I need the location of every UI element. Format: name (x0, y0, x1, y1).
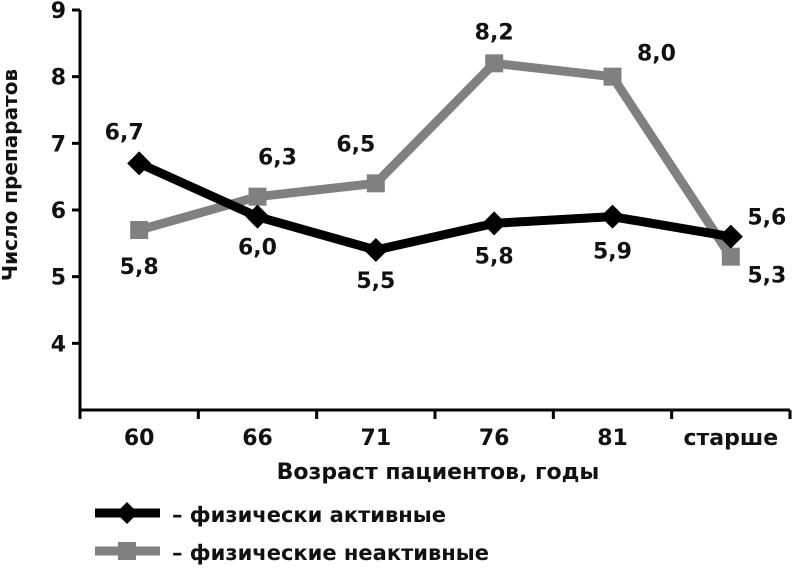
point-marker-0-2 (363, 238, 388, 262)
point-marker-1-1 (248, 187, 267, 206)
series-line-1 (137, 58, 735, 260)
series-layer: 5,8 6,3 6,5 8,2 8,0 5,3 6,7 6,0 5,5 5,8 5,9 5,6 (105, 20, 787, 294)
legend-diamond-marker (116, 502, 138, 524)
series-0: 6,7 6,0 5,5 5,8 5,9 5,6 (105, 120, 787, 294)
series-line-0 (137, 159, 732, 255)
x-tick-label-5: старше (683, 426, 778, 451)
y-axis-ticks: 4 5 6 7 8 9 (51, 0, 80, 357)
data-label-0-0: 6,7 (105, 120, 144, 145)
x-tick-label-3: 76 (479, 426, 510, 451)
x-axis-ticks: 60 66 71 76 81 старше (78, 410, 792, 451)
y-axis-title: Число препаратов (0, 69, 22, 281)
y-tick-label-4: 4 (51, 332, 66, 357)
y-tick-label-5: 5 (51, 266, 66, 291)
data-label-1-2: 6,5 (336, 132, 375, 157)
data-label-1-0: 5,8 (120, 255, 159, 280)
point-marker-0-1 (245, 204, 270, 229)
legend-entry-inactive: – физические неактивные (95, 541, 489, 565)
data-label-0-1: 6,0 (238, 236, 277, 261)
point-marker-0-4 (600, 204, 625, 229)
legend-square-marker (118, 542, 136, 560)
data-label-1-4: 8,0 (637, 42, 676, 67)
x-tick-label-4: 81 (597, 426, 628, 451)
x-tick-label-1: 66 (242, 426, 273, 451)
data-label-0-3: 5,8 (475, 244, 514, 269)
y-tick-label-7: 7 (51, 132, 66, 157)
data-label-1-3: 8,2 (475, 20, 514, 45)
data-label-1-1: 6,3 (258, 146, 297, 171)
y-tick-label-8: 8 (51, 66, 66, 91)
point-marker-0-5 (718, 224, 743, 249)
point-marker-1-3 (485, 54, 504, 73)
point-marker-0-0 (127, 151, 152, 176)
y-tick-label-9: 9 (51, 0, 66, 24)
series-1: 5,8 6,3 6,5 8,2 8,0 5,3 (120, 20, 787, 288)
legend: – физически активные – физические неакти… (95, 502, 489, 565)
x-tick-label-2: 71 (361, 426, 392, 451)
point-marker-1-2 (366, 174, 385, 193)
data-label-1-5: 5,3 (747, 264, 786, 289)
data-label-0-2: 5,5 (356, 269, 395, 294)
y-tick-label-6: 6 (51, 199, 66, 224)
point-marker-0-3 (482, 211, 507, 236)
data-label-0-4: 5,9 (593, 240, 632, 265)
point-marker-1-4 (603, 67, 622, 86)
legend-entry-active: – физически активные (95, 502, 446, 527)
legend-label-active: – физически активные (172, 503, 446, 527)
legend-label-inactive: – физические неактивные (172, 541, 489, 565)
point-marker-1-5 (721, 247, 740, 266)
x-tick-label-0: 60 (124, 426, 155, 451)
x-axis-title: Возраст пациентов, годы (277, 460, 600, 485)
point-marker-1-0 (130, 221, 149, 239)
data-label-0-5: 5,6 (747, 206, 786, 231)
